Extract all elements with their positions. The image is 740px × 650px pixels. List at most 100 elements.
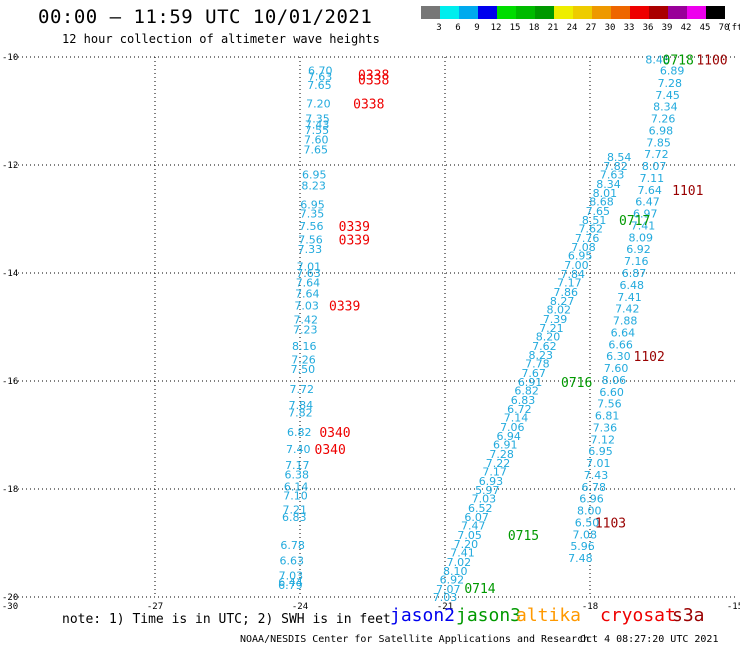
swh-value: 6.44 (278, 576, 303, 589)
legend-swatch (592, 6, 611, 19)
chart-title: 00:00 – 11:59 UTC 10/01/2021 (38, 6, 373, 28)
swh-value: 6.94 (496, 430, 521, 443)
legend-sat-jason2: jason2 (390, 605, 456, 626)
swh-value: 7.03 (433, 591, 458, 604)
swh-value: 6.91 (518, 376, 543, 389)
time-label: 1102 (634, 350, 665, 365)
swh-value: 7.12 (590, 433, 615, 446)
swh-value: 6.98 (649, 124, 674, 137)
footnote: note: 1) Time is in UTC; 2) SWH is in fe… (62, 612, 391, 627)
swh-value: 8.23 (301, 180, 326, 193)
swh-value: 7.42 (294, 313, 319, 326)
swh-value: 7.85 (646, 136, 671, 149)
swh-value: 7.26 (291, 353, 316, 366)
swh-value: 7.65 (307, 79, 332, 92)
swh-value: 7.60 (304, 134, 329, 147)
time-label: 0338 (358, 74, 389, 89)
legend-label: 36 (643, 23, 654, 33)
swh-value: 7.01 (297, 261, 322, 274)
legend-swatch (516, 6, 535, 19)
swh-value: 7.41 (450, 547, 475, 560)
swh-value: 7.35 (300, 208, 325, 221)
swh-value: 6.63 (280, 554, 305, 567)
swh-value: 7.88 (613, 315, 638, 328)
swh-value: 7.02 (447, 556, 472, 569)
swh-value: 6.30 (606, 350, 631, 363)
legend-label: 39 (662, 23, 673, 33)
legend-label: 45 (700, 23, 711, 33)
swh-value: 6.81 (595, 410, 620, 423)
swh-value: 8.68 (589, 196, 614, 209)
swh-value: 7.01 (586, 457, 611, 470)
swh-value: 8.34 (653, 101, 678, 114)
credit-line: NOAA/NESDIS Center for Satellite Applica… (240, 634, 590, 645)
swh-value: 8.51 (582, 214, 607, 227)
swh-value: 7.21 (282, 504, 307, 517)
swh-value: 5.97 (475, 484, 500, 497)
legend-swatch (478, 6, 497, 19)
legend-swatch (440, 6, 459, 19)
legend-sat-jason3: jason3 (456, 605, 522, 626)
swh-value: 6.82 (287, 426, 312, 439)
legend-label: 6 (455, 23, 460, 33)
swh-value: 7.84 (561, 268, 586, 281)
time-label: 0340 (315, 443, 346, 458)
swh-value: 6.14 (284, 480, 309, 493)
time-label: 0338 (358, 68, 389, 83)
swh-value: 7.22 (486, 457, 511, 470)
legend-swatch (573, 6, 592, 19)
swh-value: 6.07 (464, 511, 489, 524)
legend-swatch (649, 6, 668, 19)
swh-value: 7.86 (554, 286, 579, 299)
legend-swatch (421, 6, 440, 19)
swh-value: 6.83 (282, 511, 307, 524)
swh-value: 7.03 (279, 569, 304, 582)
swh-value: 7.64 (296, 277, 321, 290)
legend-swatch (706, 6, 725, 19)
legend-label: 24 (567, 23, 578, 33)
swh-value: 7.41 (617, 291, 642, 304)
legend-sat-cryosat: cryosat (600, 605, 676, 626)
legend-swatch (630, 6, 649, 19)
swh-value: 7.36 (593, 421, 618, 434)
swh-value: 7.14 (504, 412, 529, 425)
swh-value: 8.54 (607, 151, 632, 164)
chart-subtitle: 12 hour collection of altimeter wave hei… (62, 32, 380, 46)
swh-value: 7.17 (557, 277, 582, 290)
swh-value: 5.96 (570, 540, 595, 553)
swh-value: 6.92 (440, 574, 465, 587)
swh-value: 6.72 (507, 403, 532, 416)
swh-value: 7.72 (644, 148, 669, 161)
swh-value: 7.60 (604, 362, 629, 375)
legend-label: 9 (474, 23, 479, 33)
swh-value: 6.79 (278, 579, 303, 592)
swh-value: 7.65 (303, 143, 328, 156)
y-tick-label: -14 (2, 269, 18, 279)
swh-value: 7.35 (305, 113, 330, 126)
swh-value: 7.63 (308, 70, 333, 83)
swh-value: 6.95 (300, 198, 325, 211)
swh-value: 6.78 (280, 539, 305, 552)
swh-value: 7.76 (575, 232, 600, 245)
swh-value: 7.10 (283, 489, 308, 502)
y-tick-label: -10 (2, 53, 18, 63)
swh-value: 8.34 (596, 178, 621, 191)
swh-value: 7.62 (579, 223, 604, 236)
swh-value: 7.78 (525, 358, 550, 371)
time-label: 1100 (696, 54, 727, 69)
data-marks: 6.707.637.657.207.357.437.557.607.656.95… (278, 54, 684, 604)
time-label: 0716 (561, 376, 592, 391)
time-label: 0340 (319, 426, 350, 441)
swh-value: 6.52 (468, 502, 493, 515)
swh-value: 7.55 (305, 124, 330, 137)
legend-label: (ft) (726, 23, 740, 33)
swh-value: 6.93 (479, 475, 504, 488)
swh-value: 7.45 (655, 89, 680, 102)
legend-label: 42 (681, 23, 692, 33)
swh-value: 6.60 (599, 386, 624, 399)
swh-value: 6.96 (579, 493, 604, 506)
swh-value: 7.63 (296, 267, 321, 280)
legend-swatch (687, 6, 706, 19)
swh-value: 7.56 (299, 220, 324, 233)
